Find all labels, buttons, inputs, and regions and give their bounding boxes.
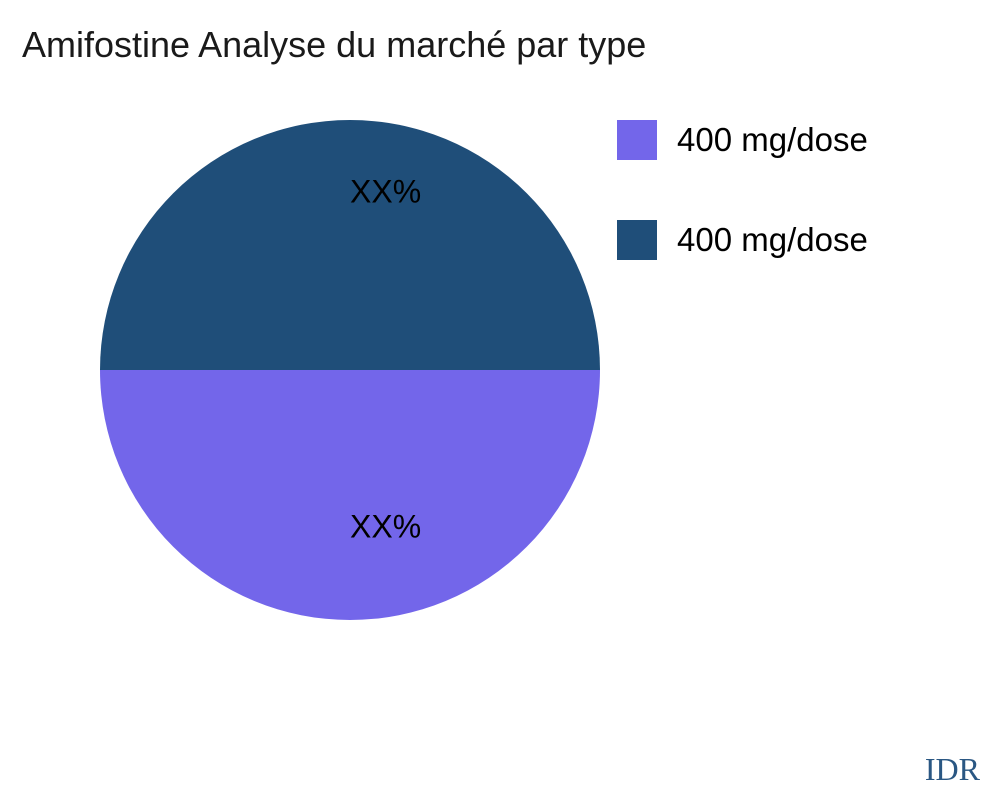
chart-title: Amifostine Analyse du marché par type (22, 24, 647, 65)
pie-slice (100, 120, 600, 370)
legend-item: 400 mg/dose (617, 220, 868, 260)
brand-watermark: IDR (924, 751, 980, 787)
pie-slice (100, 370, 600, 620)
legend-label: 400 mg/dose (677, 221, 868, 258)
legend-item: 400 mg/dose (617, 120, 868, 160)
legend-swatch (617, 220, 657, 260)
pie-svg (100, 120, 600, 620)
legend-label: 400 mg/dose (677, 121, 868, 158)
pie-slice-label: XX% (350, 172, 422, 209)
legend-swatch (617, 120, 657, 160)
pie-slice-label: XX% (350, 507, 422, 544)
pie-chart: XX% XX% (100, 120, 600, 620)
legend: 400 mg/dose 400 mg/dose (617, 120, 868, 320)
